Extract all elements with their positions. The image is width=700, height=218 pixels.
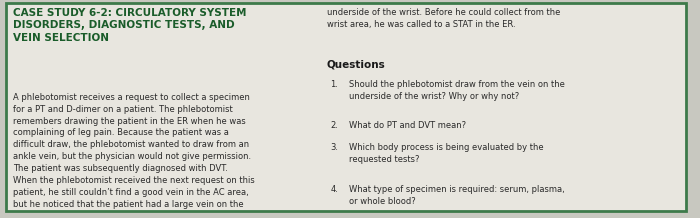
Text: What type of specimen is required: serum, plasma,
or whole blood?: What type of specimen is required: serum…	[349, 185, 565, 206]
Text: 2.: 2.	[330, 121, 338, 130]
Text: Which body process is being evaluated by the
requested tests?: Which body process is being evaluated by…	[349, 143, 544, 164]
Text: A phlebotomist receives a request to collect a specimen
for a PT and D-dimer on : A phlebotomist receives a request to col…	[13, 93, 254, 209]
Text: Questions: Questions	[327, 60, 386, 70]
Text: CASE STUDY 6-2: CIRCULATORY SYSTEM
DISORDERS, DIAGNOSTIC TESTS, AND
VEIN SELECTI: CASE STUDY 6-2: CIRCULATORY SYSTEM DISOR…	[13, 8, 246, 43]
Text: 4.: 4.	[330, 185, 338, 194]
Text: underside of the wrist. Before he could collect from the
wrist area, he was call: underside of the wrist. Before he could …	[327, 8, 560, 29]
Text: 1.: 1.	[330, 80, 338, 89]
Text: 3.: 3.	[330, 143, 338, 152]
Text: Should the phlebotomist draw from the vein on the
underside of the wrist? Why or: Should the phlebotomist draw from the ve…	[349, 80, 565, 100]
FancyBboxPatch shape	[6, 3, 686, 211]
Text: What do PT and DVT mean?: What do PT and DVT mean?	[349, 121, 466, 130]
